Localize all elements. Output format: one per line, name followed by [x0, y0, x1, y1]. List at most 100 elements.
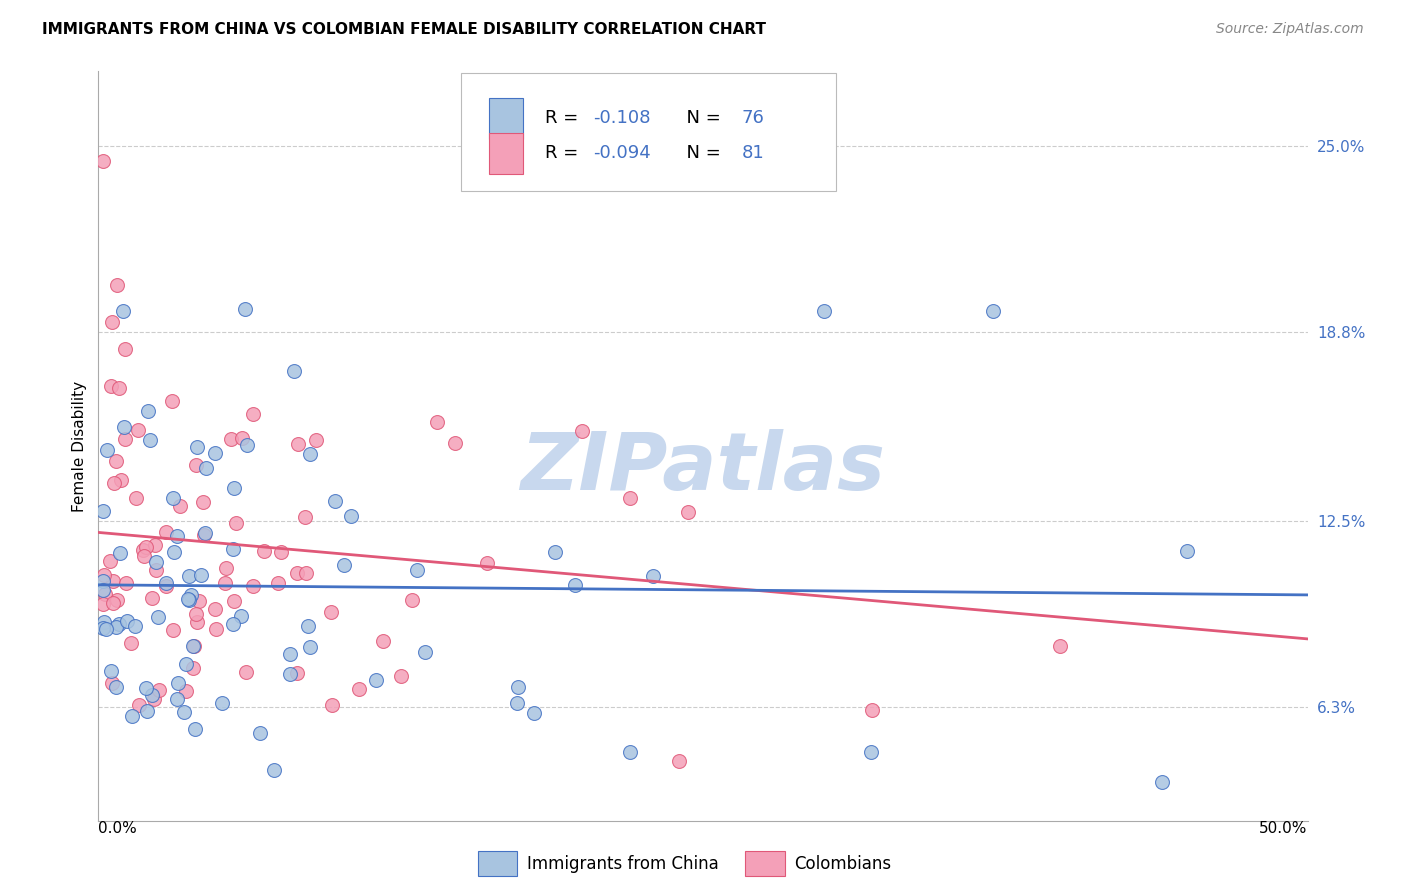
Point [163, 545, 186, 559]
Point [508, 680, 530, 694]
Point [389, 668, 412, 682]
Point [104, 681, 127, 695]
Point [270, 545, 292, 559]
Point [103, 574, 125, 588]
Point [96, 442, 118, 457]
Point [103, 596, 125, 610]
Text: Colombians: Colombians [794, 855, 891, 873]
Point [176, 684, 198, 698]
Point [184, 607, 207, 621]
Point [242, 407, 264, 421]
Point [139, 434, 162, 448]
Point [173, 706, 195, 720]
Point [125, 491, 148, 505]
Point [619, 491, 641, 505]
Point [544, 545, 567, 559]
Point [981, 304, 1004, 318]
Point [305, 433, 328, 447]
Point [214, 575, 236, 590]
Point [105, 454, 128, 468]
Point [1152, 774, 1174, 789]
Point [186, 615, 208, 629]
Point [285, 566, 308, 580]
Point [204, 446, 226, 460]
Text: -0.094: -0.094 [593, 145, 651, 162]
Point [120, 636, 142, 650]
Point [297, 619, 319, 633]
Point [160, 394, 183, 409]
Point [180, 588, 202, 602]
Point [1175, 544, 1198, 558]
Point [174, 657, 197, 671]
Point [108, 616, 131, 631]
Point [641, 569, 664, 583]
Point [111, 304, 134, 318]
FancyBboxPatch shape [489, 133, 523, 174]
Point [166, 529, 188, 543]
Point [108, 546, 131, 560]
Point [205, 622, 228, 636]
Text: N =: N = [675, 109, 727, 128]
Point [283, 364, 305, 378]
Text: ZIPatlas: ZIPatlas [520, 429, 886, 508]
Point [177, 569, 200, 583]
Point [299, 447, 322, 461]
Text: R =: R = [544, 145, 583, 162]
Point [112, 419, 135, 434]
Point [124, 619, 146, 633]
Text: N =: N = [675, 145, 727, 162]
Point [105, 619, 128, 633]
Point [103, 476, 125, 491]
Point [93, 568, 115, 582]
Point [132, 543, 155, 558]
Point [100, 379, 122, 393]
Point [444, 436, 467, 450]
Point [340, 509, 363, 524]
Point [162, 623, 184, 637]
Point [98, 554, 121, 568]
Point [321, 698, 343, 712]
Point [169, 499, 191, 513]
Text: IMMIGRANTS FROM CHINA VS COLOMBIAN FEMALE DISABILITY CORRELATION CHART: IMMIGRANTS FROM CHINA VS COLOMBIAN FEMAL… [42, 22, 766, 37]
Point [143, 692, 166, 706]
Point [146, 610, 169, 624]
Point [287, 437, 309, 451]
Text: 50.0%: 50.0% [1260, 821, 1308, 836]
Point [135, 704, 157, 718]
Point [285, 666, 308, 681]
Point [233, 302, 256, 317]
Point [181, 661, 204, 675]
Point [860, 745, 883, 759]
Point [186, 440, 208, 454]
Point [167, 676, 190, 690]
Point [155, 576, 177, 591]
Point [242, 579, 264, 593]
Point [91, 621, 114, 635]
Point [135, 540, 157, 554]
Point [222, 594, 245, 608]
Point [401, 592, 423, 607]
Point [668, 754, 690, 768]
Point [91, 598, 114, 612]
Point [523, 706, 546, 720]
Point [193, 528, 215, 542]
Point [231, 431, 253, 445]
Text: -0.108: -0.108 [593, 109, 651, 128]
FancyBboxPatch shape [489, 97, 523, 139]
Point [114, 432, 136, 446]
Text: R =: R = [544, 109, 583, 128]
Text: 0.0%: 0.0% [98, 821, 138, 836]
Point [145, 563, 167, 577]
Point [249, 726, 271, 740]
Point [506, 696, 529, 710]
Point [114, 575, 136, 590]
Point [413, 645, 436, 659]
Point [235, 665, 257, 679]
Point [141, 591, 163, 605]
Point [278, 647, 301, 661]
Point [101, 315, 124, 329]
Point [813, 304, 835, 318]
Point [136, 404, 159, 418]
Point [523, 169, 546, 184]
Point [294, 566, 316, 581]
